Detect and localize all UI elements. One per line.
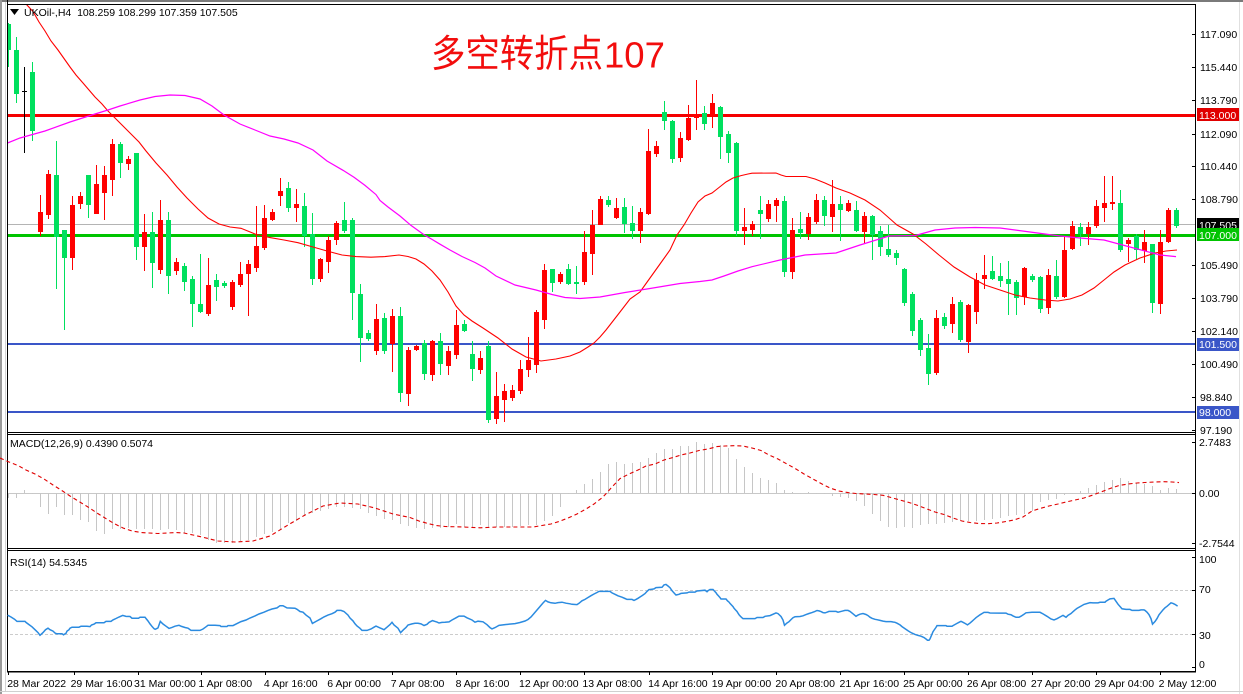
- svg-text:102.140: 102.140: [1200, 326, 1238, 338]
- svg-text:20 Apr 08:00: 20 Apr 08:00: [775, 678, 835, 690]
- svg-text:MACD(12,26,9) 0.4390 0.5074: MACD(12,26,9) 0.4390 0.5074: [10, 438, 153, 450]
- svg-text:27 Apr 20:00: 27 Apr 20:00: [1031, 678, 1091, 690]
- svg-text:1 Apr 08:00: 1 Apr 08:00: [198, 678, 252, 690]
- svg-text:97.190: 97.190: [1200, 425, 1232, 437]
- svg-text:2.7483: 2.7483: [1199, 437, 1231, 449]
- svg-text:RSI(14) 54.5345: RSI(14) 54.5345: [10, 557, 87, 569]
- svg-text:8 Apr 16:00: 8 Apr 16:00: [456, 678, 510, 690]
- svg-text:14 Apr 16:00: 14 Apr 16:00: [648, 678, 708, 690]
- svg-text:100: 100: [1199, 554, 1217, 566]
- svg-text:101.500: 101.500: [1199, 339, 1237, 351]
- svg-text:108.790: 108.790: [1200, 194, 1238, 206]
- svg-text:113.000: 113.000: [1199, 110, 1236, 122]
- svg-text:29 Mar 16:00: 29 Mar 16:00: [71, 678, 133, 690]
- svg-text:107.000: 107.000: [1199, 230, 1237, 242]
- svg-text:105.490: 105.490: [1200, 260, 1238, 272]
- svg-text:107: 107: [604, 35, 665, 76]
- svg-text:2 May 12:00: 2 May 12:00: [1159, 678, 1217, 690]
- svg-text:-2.7544: -2.7544: [1199, 538, 1235, 550]
- svg-text:115.440: 115.440: [1200, 62, 1237, 74]
- svg-text:6 Apr 00:00: 6 Apr 00:00: [327, 678, 381, 690]
- svg-text:13 Apr 08:00: 13 Apr 08:00: [582, 678, 642, 690]
- svg-text:70: 70: [1199, 584, 1211, 596]
- svg-text:0: 0: [1199, 659, 1205, 671]
- svg-text:4 Apr 16:00: 4 Apr 16:00: [264, 678, 318, 690]
- svg-text:19 Apr 00:00: 19 Apr 00:00: [712, 678, 772, 690]
- svg-text:110.440: 110.440: [1200, 161, 1237, 173]
- svg-text:103.790: 103.790: [1200, 293, 1238, 305]
- svg-text:0.00: 0.00: [1199, 488, 1220, 500]
- svg-text:12 Apr 00:00: 12 Apr 00:00: [519, 678, 579, 690]
- svg-text:98.000: 98.000: [1199, 407, 1231, 419]
- svg-text:100.490: 100.490: [1200, 359, 1238, 371]
- svg-text:7 Apr 08:00: 7 Apr 08:00: [391, 678, 445, 690]
- svg-text:26 Apr 08:00: 26 Apr 08:00: [967, 678, 1027, 690]
- svg-text:113.790: 113.790: [1200, 95, 1237, 107]
- svg-text:25 Apr 00:00: 25 Apr 00:00: [903, 678, 963, 690]
- svg-text:31 Mar 00:00: 31 Mar 00:00: [134, 678, 196, 690]
- svg-text:21 Apr 16:00: 21 Apr 16:00: [840, 678, 900, 690]
- svg-text:UKOil-,H4 108.259 108.299 107: UKOil-,H4 108.259 108.299 107.359 107.50…: [24, 7, 238, 19]
- svg-text:98.840: 98.840: [1200, 392, 1232, 404]
- svg-text:112.090: 112.090: [1200, 129, 1237, 141]
- svg-text:30: 30: [1199, 630, 1211, 642]
- svg-text:29 Apr 04:00: 29 Apr 04:00: [1095, 678, 1155, 690]
- svg-text:28 Mar 2022: 28 Mar 2022: [7, 678, 66, 690]
- svg-text:117.090: 117.090: [1200, 29, 1237, 41]
